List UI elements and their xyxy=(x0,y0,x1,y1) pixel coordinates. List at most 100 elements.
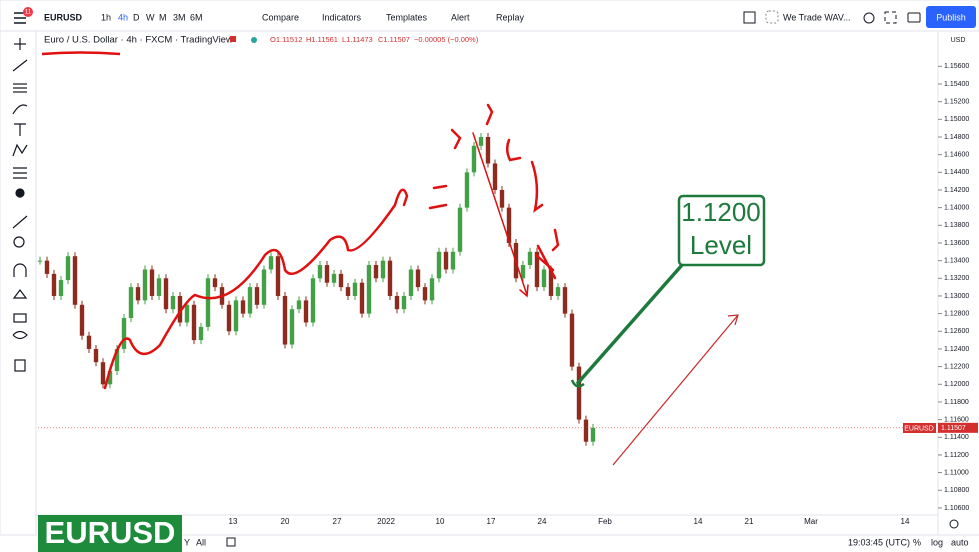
candle xyxy=(415,269,421,288)
drawing-tools[interactable] xyxy=(12,38,28,372)
time-label: 14 xyxy=(901,517,910,526)
annotation-word: Level xyxy=(690,230,752,260)
candle xyxy=(506,207,512,243)
range-button[interactable]: Y xyxy=(184,537,190,547)
candle xyxy=(149,269,155,296)
candle xyxy=(583,419,589,442)
candle xyxy=(310,278,316,323)
auto-toggle[interactable]: auto xyxy=(951,537,969,547)
annotation-pointer xyxy=(575,263,684,386)
price-tick-label: 1.12800 xyxy=(944,310,969,317)
snapshot-icon[interactable] xyxy=(907,12,921,23)
candle xyxy=(303,300,309,323)
range-button[interactable]: All xyxy=(196,537,206,547)
candle xyxy=(331,273,337,283)
candle xyxy=(408,269,414,296)
candle xyxy=(268,256,274,270)
candle xyxy=(51,273,57,296)
badge xyxy=(23,7,33,17)
symbol-tag-box xyxy=(903,423,936,433)
candle xyxy=(317,265,323,279)
candle xyxy=(79,304,85,336)
candle xyxy=(569,313,575,367)
toolbar-button[interactable]: Indicators xyxy=(322,12,362,22)
price-tick-label: 1.13800 xyxy=(944,222,969,229)
interval[interactable]: 6M xyxy=(190,12,203,22)
settings-icon[interactable] xyxy=(863,12,875,24)
interval[interactable]: 3M xyxy=(173,12,186,22)
candle xyxy=(541,269,547,288)
candle xyxy=(72,256,78,305)
time-label: 20 xyxy=(281,517,290,526)
candle xyxy=(65,256,71,281)
candle xyxy=(254,287,260,305)
price-tick-label: 1.15000 xyxy=(944,116,969,123)
candle xyxy=(37,260,43,262)
candle xyxy=(345,287,351,296)
candle xyxy=(527,251,533,266)
toolbar-button[interactable]: Compare xyxy=(262,12,299,22)
date-range-icon[interactable] xyxy=(226,537,236,547)
watermark: EURUSD xyxy=(45,515,176,550)
toolbar-button[interactable]: Templates xyxy=(386,12,428,22)
symbol[interactable]: EURUSD xyxy=(44,12,83,22)
ohlc-value: L1.11473 xyxy=(342,35,373,44)
candle xyxy=(471,145,477,173)
price-tick-label: 1.14000 xyxy=(944,204,969,211)
price-tick-label: 1.15400 xyxy=(944,81,969,88)
interval[interactable]: W xyxy=(146,12,155,22)
candle xyxy=(464,172,470,208)
log-toggle[interactable]: log xyxy=(931,537,943,547)
plot-area xyxy=(37,132,938,446)
candle xyxy=(576,366,582,420)
time-label: Mar xyxy=(804,517,818,526)
symbol-tag: EURUSD xyxy=(904,425,934,432)
interval[interactable]: 1h xyxy=(101,12,111,22)
candle xyxy=(121,318,127,349)
layout-name[interactable]: We Trade WAV... xyxy=(783,12,851,22)
interval[interactable]: D xyxy=(133,12,140,22)
annotation-level: 1.1200 xyxy=(681,197,761,227)
candle xyxy=(485,136,491,164)
candle xyxy=(380,260,386,279)
candle xyxy=(366,265,372,314)
top-toolbar xyxy=(0,0,979,32)
candle xyxy=(387,260,393,296)
time-label: 24 xyxy=(538,517,547,526)
candle xyxy=(261,269,267,305)
candle xyxy=(457,207,463,252)
time-label: 27 xyxy=(333,517,342,526)
watermark-box xyxy=(38,515,182,552)
time-label: 14 xyxy=(694,517,703,526)
annotation: 1.1200 Level xyxy=(570,194,766,466)
price-tick-label: 1.12000 xyxy=(944,381,969,388)
interval[interactable]: M xyxy=(159,12,167,22)
candle xyxy=(107,371,113,385)
toolbar-button[interactable]: Alert xyxy=(451,12,470,22)
price-tick-label: 1.13000 xyxy=(944,293,969,300)
currency: USD xyxy=(951,37,966,44)
handwritten-drawings xyxy=(103,103,560,390)
interval[interactable]: 4h xyxy=(118,12,128,22)
candle xyxy=(296,300,302,310)
price-tick-label: 1.10600 xyxy=(944,505,969,512)
candle xyxy=(324,265,330,283)
candle xyxy=(191,304,197,341)
fullscreen-icon[interactable] xyxy=(884,11,897,24)
select-box[interactable] xyxy=(743,11,756,24)
axis-settings[interactable] xyxy=(949,519,959,529)
candle xyxy=(177,295,183,323)
candle xyxy=(450,251,456,270)
candle xyxy=(114,348,120,372)
candle xyxy=(429,278,435,301)
candle xyxy=(170,295,176,310)
publish-button[interactable] xyxy=(926,6,976,28)
toolbar-button[interactable]: Replay xyxy=(496,12,525,22)
ohlc-value: C1.11507 xyxy=(378,35,410,44)
publish-label: Publish xyxy=(936,12,966,22)
candle xyxy=(289,309,295,345)
price-tick-label: 1.15200 xyxy=(944,99,969,106)
percent-toggle[interactable]: % xyxy=(913,537,921,547)
price-tick-label: 1.12600 xyxy=(944,328,969,335)
price-tick-label: 1.14600 xyxy=(944,151,969,158)
